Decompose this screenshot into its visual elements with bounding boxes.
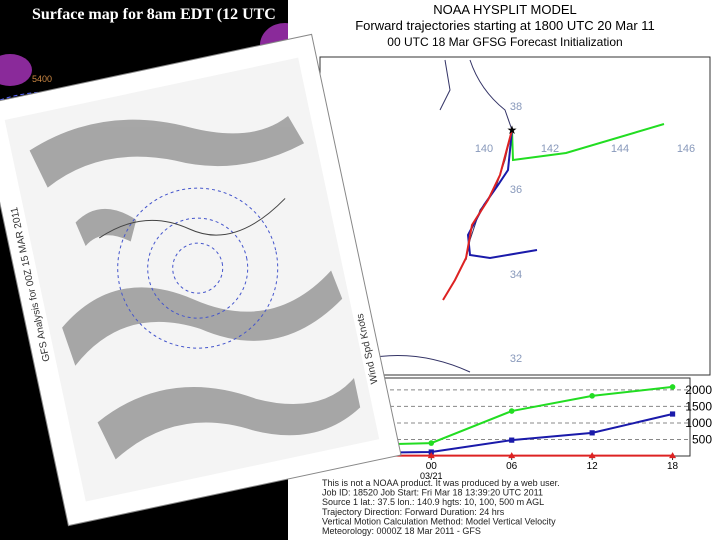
surface-title: Surface map for 8am EDT (12 UTC	[32, 6, 276, 23]
marker	[508, 452, 516, 459]
longitude-label: 146	[677, 143, 695, 155]
isotach-band	[97, 378, 361, 460]
x-tick-label: 00	[426, 461, 438, 472]
longitude-label: 142	[541, 143, 559, 155]
y-tick-label: 1000	[685, 416, 712, 430]
gfs-map: GFS Analysis for 00Z 15 MAR 2011 Wind Sp…	[0, 33, 402, 527]
source-star: ★	[507, 123, 518, 137]
latitude-label: 36	[510, 184, 522, 196]
y-tick-label: 500	[692, 432, 712, 446]
hysplit-subtitle: Forward trajectories starting at 1800 UT…	[355, 18, 655, 33]
marker	[427, 452, 435, 459]
coastline	[439, 59, 451, 111]
y-tick-label: 1500	[685, 399, 712, 413]
latitude-label: 38	[510, 101, 522, 113]
marker	[669, 411, 676, 417]
footer-line: Source 1 lat.: 37.5 lon.: 140.9 hgts: 10…	[322, 497, 544, 507]
marker	[669, 452, 677, 459]
gfs-plot	[4, 57, 380, 502]
marker	[428, 440, 435, 446]
hysplit-initialization: 00 UTC 18 Mar GFSG Forecast Initializati…	[387, 35, 622, 49]
latitude-label: 34	[510, 269, 522, 281]
x-tick-label: 06	[506, 461, 518, 472]
footer-line: This is not a NOAA product. It was produ…	[322, 478, 560, 488]
x-tick-label: 18	[667, 461, 679, 472]
footer-line: Trajectory Direction: Forward Duration: …	[322, 507, 505, 517]
marker	[589, 430, 595, 436]
trajectory-green	[511, 123, 665, 162]
latitude-label: 32	[510, 353, 522, 365]
marker	[508, 408, 515, 414]
footer-line: Job ID: 18520 Job Start: Fri Mar 18 13:3…	[322, 488, 543, 498]
contour	[117, 187, 279, 349]
isotach-band	[75, 208, 137, 246]
hysplit-title: NOAA HYSPLIT MODEL	[433, 2, 577, 17]
footer-line: Meteorology: 0000Z 18 Mar 2011 - GFS	[322, 526, 481, 536]
contour	[172, 242, 224, 294]
x-tick-label: 12	[587, 461, 599, 472]
date-label: 03/21	[420, 471, 443, 481]
marker	[509, 437, 515, 443]
isotach-band	[29, 116, 305, 188]
hysplit-panel: NOAA HYSPLIT MODEL Forward trajectories …	[288, 0, 720, 540]
longitude-label: 140	[475, 143, 493, 155]
longitude-label: 144	[611, 143, 629, 155]
coastline	[98, 198, 286, 239]
contour-label: 5400	[32, 74, 52, 84]
marker	[589, 393, 595, 399]
marker	[588, 452, 596, 459]
pressure-blob	[0, 54, 32, 86]
trajectory-red	[442, 129, 513, 301]
contour	[147, 217, 249, 319]
y-tick-label: 2000	[685, 383, 712, 397]
marker	[428, 449, 434, 455]
footer-line: Vertical Motion Calculation Method: Mode…	[322, 516, 556, 526]
marker	[669, 384, 676, 390]
